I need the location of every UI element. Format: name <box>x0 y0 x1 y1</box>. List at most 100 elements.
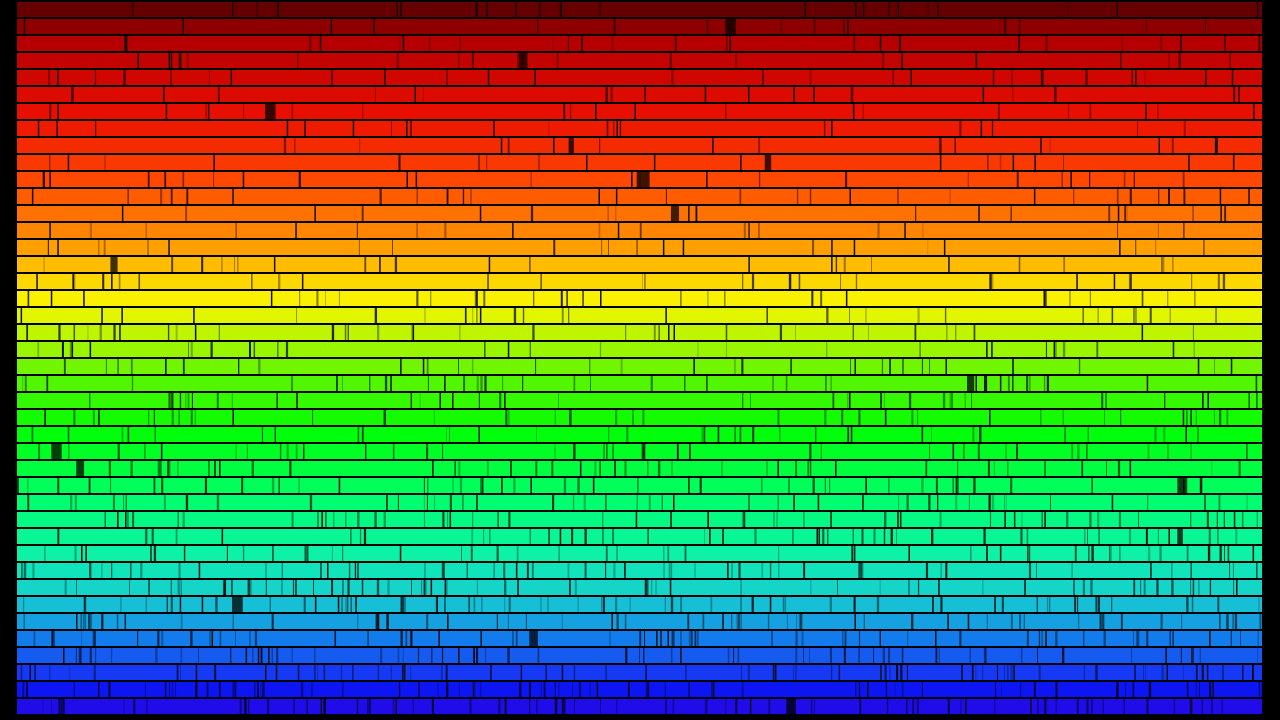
absorption-line <box>1045 342 1048 357</box>
absorption-line <box>281 563 283 578</box>
absorption-line <box>1087 427 1089 442</box>
absorption-line <box>999 155 1002 170</box>
absorption-line <box>811 291 814 306</box>
absorption-line <box>1121 36 1123 51</box>
absorption-line <box>955 495 958 510</box>
absorption-line <box>480 376 483 391</box>
band-break <box>667 631 669 646</box>
absorption-line <box>685 665 687 680</box>
absorption-line <box>1049 138 1051 153</box>
absorption-line <box>49 665 51 680</box>
absorption-line <box>127 512 129 527</box>
absorption-line <box>1220 546 1222 561</box>
absorption-line <box>977 444 980 459</box>
absorption-line <box>873 529 876 544</box>
band-break <box>1135 70 1137 85</box>
absorption-line <box>1097 512 1100 527</box>
absorption-line <box>1026 529 1029 544</box>
absorption-line <box>991 495 995 510</box>
absorption-line <box>552 36 554 51</box>
absorption-line <box>1133 172 1135 187</box>
absorption-line <box>1038 665 1041 680</box>
band-break <box>111 274 113 289</box>
band-break <box>275 665 278 680</box>
absorption-line <box>553 240 556 255</box>
absorption-line <box>599 138 601 153</box>
band-break <box>579 461 582 476</box>
absorption-line <box>815 427 817 442</box>
absorption-line <box>1257 648 1259 663</box>
absorption-line <box>1259 614 1262 629</box>
absorption-line <box>1181 614 1183 629</box>
absorption-line <box>671 461 673 476</box>
absorption-line <box>1256 512 1258 527</box>
band-break <box>978 206 980 221</box>
band-break <box>1180 36 1182 51</box>
band-break <box>816 529 818 544</box>
strong-line <box>725 19 736 34</box>
absorption-line <box>740 665 742 680</box>
absorption-line <box>607 206 609 221</box>
band-break <box>1158 138 1160 153</box>
band-break <box>1168 189 1170 204</box>
band-break <box>847 19 849 34</box>
band-break <box>504 393 506 408</box>
absorption-line <box>164 682 167 697</box>
absorption-line <box>1219 410 1222 425</box>
absorption-line <box>486 2 488 17</box>
absorption-line <box>738 563 741 578</box>
absorption-line <box>1012 359 1014 374</box>
spectrum-band <box>17 19 1262 34</box>
absorption-line <box>481 478 484 493</box>
absorption-line <box>658 325 660 340</box>
band-break <box>831 121 833 136</box>
absorption-line <box>554 699 557 714</box>
band-break <box>952 444 955 459</box>
absorption-line <box>148 410 150 425</box>
band-break <box>804 2 806 17</box>
absorption-line <box>725 699 727 714</box>
absorption-line <box>531 563 534 578</box>
band-break <box>76 614 78 629</box>
absorption-line <box>498 699 501 714</box>
absorption-line <box>147 172 150 187</box>
absorption-line <box>496 546 499 561</box>
band-break <box>330 19 333 34</box>
absorption-line <box>314 665 316 680</box>
absorption-line <box>1177 478 1178 493</box>
band-break <box>1116 2 1118 17</box>
absorption-line <box>89 563 92 578</box>
absorption-line <box>898 36 901 51</box>
spectrum-band <box>17 427 1262 442</box>
absorption-line <box>673 631 675 646</box>
absorption-line <box>829 597 832 612</box>
absorption-line <box>600 699 601 714</box>
absorption-line <box>1226 410 1229 425</box>
absorption-line <box>803 512 805 527</box>
absorption-line <box>625 325 627 340</box>
absorption-line <box>993 461 995 476</box>
absorption-line <box>447 512 449 527</box>
absorption-line <box>1082 308 1084 323</box>
band-break <box>1045 631 1047 646</box>
absorption-line <box>73 325 76 340</box>
absorption-line <box>271 614 274 629</box>
band-break <box>1230 359 1233 374</box>
absorption-line <box>790 359 793 374</box>
absorption-line <box>572 495 575 510</box>
band-break <box>850 427 853 442</box>
absorption-line <box>620 359 623 374</box>
absorption-line <box>171 257 174 272</box>
absorption-line <box>27 495 30 510</box>
absorption-line <box>1038 631 1041 646</box>
absorption-line <box>665 189 667 204</box>
absorption-line <box>750 393 751 408</box>
absorption-line <box>560 291 562 306</box>
absorption-line <box>124 614 127 629</box>
absorption-line <box>1168 53 1170 68</box>
absorption-line <box>252 461 254 476</box>
absorption-line <box>145 223 148 238</box>
absorption-line <box>616 614 619 629</box>
absorption-line <box>1199 648 1201 663</box>
absorption-line <box>1143 665 1144 680</box>
